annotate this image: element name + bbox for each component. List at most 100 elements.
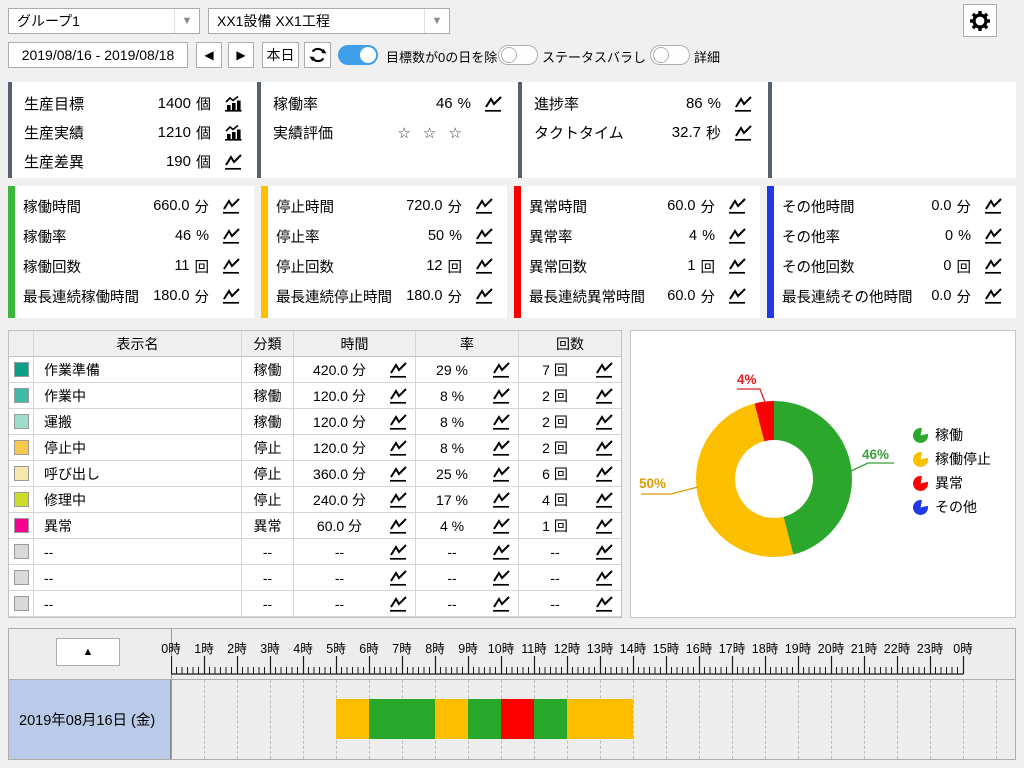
line-chart-icon[interactable] xyxy=(222,228,241,244)
group-dropdown[interactable]: グループ1 ▼ xyxy=(8,8,200,34)
line-chart-icon[interactable] xyxy=(492,387,511,404)
line-chart-icon[interactable] xyxy=(222,258,241,274)
table-cell-category: -- xyxy=(242,539,294,564)
stat-trend-link[interactable] xyxy=(471,228,497,244)
stat-trend-link[interactable] xyxy=(220,153,246,170)
line-chart-icon[interactable] xyxy=(475,198,494,214)
line-chart-icon[interactable] xyxy=(475,258,494,274)
prev-day-button[interactable]: ◀ xyxy=(196,42,222,68)
timeline-segment-稼働[interactable] xyxy=(534,699,567,739)
line-chart-icon[interactable] xyxy=(492,595,511,612)
line-chart-icon[interactable] xyxy=(595,465,614,482)
stat-trend-link[interactable] xyxy=(730,124,756,141)
stat-trend-link[interactable] xyxy=(724,288,750,304)
timeline-segment-稼働停止[interactable] xyxy=(336,699,369,739)
line-chart-icon[interactable] xyxy=(984,198,1003,214)
line-chart-icon[interactable] xyxy=(595,543,614,560)
stat-trend-link[interactable] xyxy=(471,288,497,304)
status-color-swatch xyxy=(13,440,29,455)
line-chart-icon[interactable] xyxy=(389,491,408,508)
line-chart-icon[interactable] xyxy=(389,361,408,378)
bar-chart-icon[interactable] xyxy=(224,124,243,141)
stat-trend-link[interactable] xyxy=(724,258,750,274)
stat-trend-link[interactable] xyxy=(980,258,1006,274)
timeline-segment-稼働[interactable] xyxy=(369,699,435,739)
stat-trend-link[interactable] xyxy=(980,288,1006,304)
line-chart-icon[interactable] xyxy=(492,543,511,560)
timeline-collapse-button[interactable]: ▲ xyxy=(56,638,120,666)
line-chart-icon[interactable] xyxy=(595,595,614,612)
line-chart-icon[interactable] xyxy=(595,439,614,456)
stat-trend-link[interactable] xyxy=(980,228,1006,244)
stat-trend-link[interactable] xyxy=(471,258,497,274)
bar-chart-icon[interactable] xyxy=(224,95,243,112)
stat-trend-link[interactable] xyxy=(980,198,1006,214)
line-chart-icon[interactable] xyxy=(492,491,511,508)
line-chart-icon[interactable] xyxy=(595,361,614,378)
line-chart-icon[interactable] xyxy=(728,198,747,214)
line-chart-icon[interactable] xyxy=(389,413,408,430)
line-chart-icon[interactable] xyxy=(728,258,747,274)
date-range-input[interactable]: 2019/08/16 - 2019/08/18 xyxy=(8,42,188,68)
line-chart-icon[interactable] xyxy=(595,413,614,430)
stat-trend-link[interactable] xyxy=(724,198,750,214)
timeline-segment-稼働[interactable] xyxy=(468,699,501,739)
stat-trend-link[interactable] xyxy=(471,198,497,214)
table-cell-category: 稼働 xyxy=(242,383,294,408)
line-chart-icon[interactable] xyxy=(222,288,241,304)
line-chart-icon[interactable] xyxy=(492,413,511,430)
next-day-button[interactable]: ▶ xyxy=(228,42,254,68)
line-chart-icon[interactable] xyxy=(484,95,503,112)
table-cell-count: 4 回 xyxy=(542,491,568,508)
line-chart-icon[interactable] xyxy=(492,465,511,482)
line-chart-icon[interactable] xyxy=(734,124,753,141)
stat-trend-link[interactable] xyxy=(220,124,246,141)
line-chart-icon[interactable] xyxy=(224,153,243,170)
stat-trend-link[interactable] xyxy=(220,95,246,112)
line-chart-icon[interactable] xyxy=(389,439,408,456)
stat-trend-link[interactable] xyxy=(724,228,750,244)
line-chart-icon[interactable] xyxy=(222,198,241,214)
line-chart-icon[interactable] xyxy=(389,387,408,404)
line-chart-icon[interactable] xyxy=(389,517,408,534)
toggle-exclude-zero-target-days[interactable] xyxy=(338,45,378,65)
stat-trend-link[interactable] xyxy=(218,288,244,304)
line-chart-icon[interactable] xyxy=(734,95,753,112)
line-chart-icon[interactable] xyxy=(984,288,1003,304)
toggle-details[interactable] xyxy=(650,45,690,65)
line-chart-icon[interactable] xyxy=(475,228,494,244)
line-chart-icon[interactable] xyxy=(475,288,494,304)
stat-trend-link[interactable] xyxy=(218,258,244,274)
line-chart-icon[interactable] xyxy=(492,569,511,586)
refresh-button[interactable] xyxy=(304,42,331,68)
stat-trend-link[interactable] xyxy=(730,95,756,112)
line-chart-icon[interactable] xyxy=(492,517,511,534)
timeline-segment-異常[interactable] xyxy=(501,699,534,739)
line-chart-icon[interactable] xyxy=(728,228,747,244)
line-chart-icon[interactable] xyxy=(595,569,614,586)
line-chart-icon[interactable] xyxy=(389,569,408,586)
line-chart-icon[interactable] xyxy=(389,595,408,612)
today-button[interactable]: 本日 xyxy=(262,42,299,68)
stat-trend-link[interactable] xyxy=(218,198,244,214)
line-chart-icon[interactable] xyxy=(389,465,408,482)
equipment-dropdown[interactable]: XX1設備 XX1工程 ▼ xyxy=(208,8,450,34)
line-chart-icon[interactable] xyxy=(595,517,614,534)
line-chart-icon[interactable] xyxy=(984,228,1003,244)
line-chart-icon[interactable] xyxy=(492,439,511,456)
stat-trend-link[interactable] xyxy=(218,228,244,244)
line-chart-icon[interactable] xyxy=(595,491,614,508)
line-chart-icon[interactable] xyxy=(984,258,1003,274)
timeline-segment-稼働停止[interactable] xyxy=(435,699,468,739)
stat-trend-link[interactable] xyxy=(480,95,506,112)
line-chart-icon[interactable] xyxy=(389,543,408,560)
donut-leader-lines xyxy=(641,388,894,495)
line-chart-icon[interactable] xyxy=(595,387,614,404)
timeline-segment-稼働停止[interactable] xyxy=(567,699,633,739)
line-chart-icon[interactable] xyxy=(492,361,511,378)
toggle-status-breakdown[interactable] xyxy=(498,45,538,65)
donut-label-error: 4% xyxy=(737,372,757,387)
settings-button[interactable] xyxy=(963,4,997,37)
line-chart-icon[interactable] xyxy=(728,288,747,304)
stat-value: 720.0 xyxy=(406,198,443,214)
